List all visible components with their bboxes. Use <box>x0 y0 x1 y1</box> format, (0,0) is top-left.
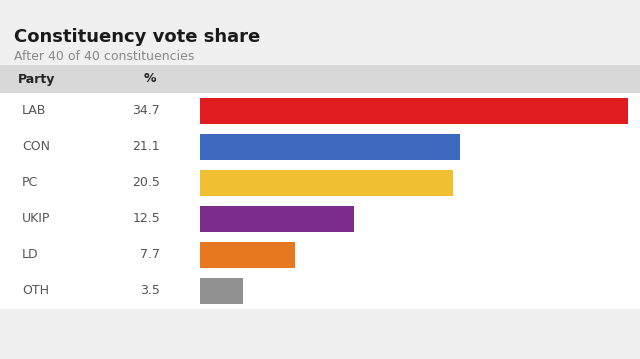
Bar <box>200 98 628 124</box>
Text: After 40 of 40 constituencies: After 40 of 40 constituencies <box>14 50 195 63</box>
Bar <box>200 170 453 196</box>
Bar <box>0 65 640 93</box>
Bar <box>200 242 295 268</box>
Text: CON: CON <box>22 140 50 154</box>
Bar <box>0 129 640 165</box>
Text: 7.7: 7.7 <box>140 248 160 261</box>
Text: UKIP: UKIP <box>22 213 51 225</box>
Text: %: % <box>144 73 156 85</box>
Text: LD: LD <box>22 248 38 261</box>
Bar <box>0 237 640 273</box>
Text: 34.7: 34.7 <box>132 104 160 117</box>
Text: LAB: LAB <box>22 104 46 117</box>
Text: 12.5: 12.5 <box>132 213 160 225</box>
Text: 3.5: 3.5 <box>140 284 160 298</box>
Bar <box>0 201 640 237</box>
Bar <box>200 134 460 160</box>
Text: Constituency vote share: Constituency vote share <box>14 28 260 46</box>
Bar <box>0 93 640 129</box>
Bar <box>0 165 640 201</box>
Text: 21.1: 21.1 <box>132 140 160 154</box>
Text: OTH: OTH <box>22 284 49 298</box>
Bar <box>200 278 243 304</box>
Text: 20.5: 20.5 <box>132 177 160 190</box>
Bar <box>200 206 354 232</box>
Bar <box>0 273 640 309</box>
Text: Party: Party <box>18 73 56 85</box>
Text: PC: PC <box>22 177 38 190</box>
